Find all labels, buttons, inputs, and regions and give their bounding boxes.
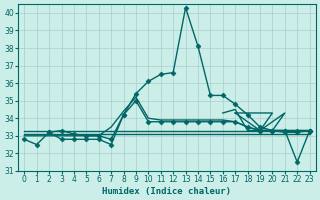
X-axis label: Humidex (Indice chaleur): Humidex (Indice chaleur) — [102, 187, 231, 196]
